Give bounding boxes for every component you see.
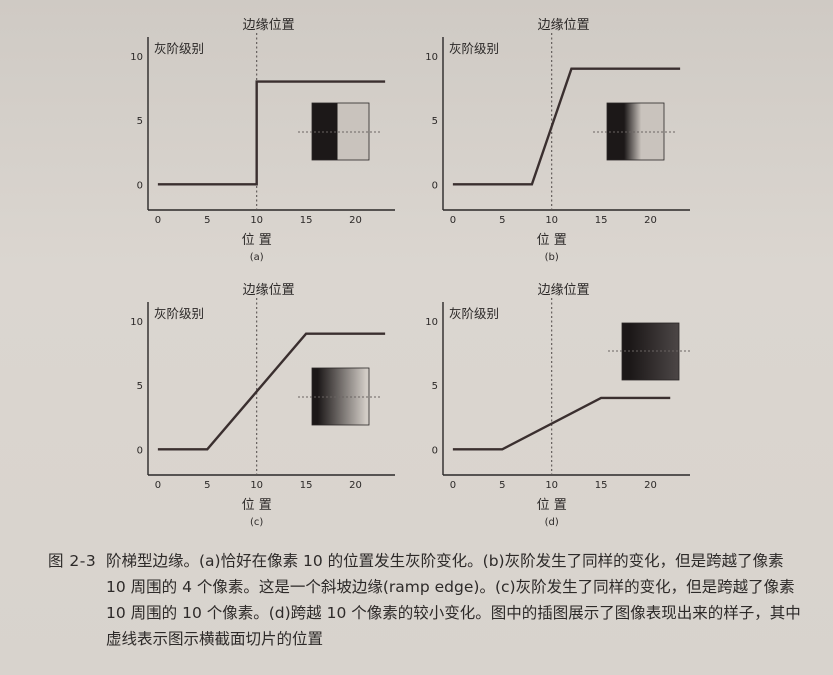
y-tick-label: 5: [137, 116, 143, 127]
cut-off-top-text: [0, 0, 833, 10]
panel-label: (b): [545, 252, 559, 263]
y-axis-label: 灰阶级别: [154, 306, 204, 321]
x-tick-label: 15: [595, 480, 608, 491]
x-axis-label: 位 置: [242, 233, 272, 248]
y-tick-label: 10: [425, 52, 438, 63]
edge-inset-image: [606, 102, 665, 161]
figure-number: 图 2-3: [48, 552, 97, 570]
x-tick-label: 0: [450, 480, 456, 491]
x-tick-label: 0: [155, 480, 161, 491]
x-axis-label: 位 置: [242, 498, 272, 513]
gray-level-profile-line: [157, 332, 386, 451]
caption-text: 阶梯型边缘。(a)恰好在像素 10 的位置发生灰阶变化。(b)灰阶发生了同样的变…: [106, 552, 801, 648]
x-tick-label: 20: [349, 480, 362, 491]
x-tick-label: 10: [545, 480, 558, 491]
y-tick-label: 0: [137, 180, 143, 191]
gray-level-profile-line: [452, 67, 681, 186]
chart-title: 边缘位置: [538, 18, 590, 33]
x-tick-label: 10: [250, 480, 263, 491]
chart-title: 边缘位置: [538, 283, 590, 298]
x-tick-label: 5: [204, 480, 210, 491]
y-tick-label: 5: [137, 381, 143, 392]
x-tick-label: 0: [450, 215, 456, 226]
edge-inset-image: [621, 322, 680, 381]
x-tick-label: 5: [499, 215, 505, 226]
y-tick-label: 10: [130, 317, 143, 328]
chart-title: 边缘位置: [243, 18, 295, 33]
chart-title: 边缘位置: [243, 283, 295, 298]
x-tick-label: 10: [545, 215, 558, 226]
y-tick-label: 0: [432, 445, 438, 456]
y-tick-label: 0: [137, 445, 143, 456]
y-tick-label: 5: [432, 381, 438, 392]
x-tick-label: 20: [349, 215, 362, 226]
x-tick-label: 20: [644, 480, 657, 491]
figure-caption: 图 2-3 阶梯型边缘。(a)恰好在像素 10 的位置发生灰阶变化。(b)灰阶发…: [48, 548, 808, 652]
y-tick-label: 0: [432, 180, 438, 191]
x-tick-label: 0: [155, 215, 161, 226]
x-tick-label: 20: [644, 215, 657, 226]
gray-level-profile-line: [157, 80, 386, 186]
x-tick-label: 5: [499, 480, 505, 491]
x-axis-label: 位 置: [537, 233, 567, 248]
x-tick-label: 15: [300, 215, 313, 226]
y-axis-label: 灰阶级别: [449, 306, 499, 321]
x-tick-label: 5: [204, 215, 210, 226]
edge-inset-image: [311, 102, 370, 161]
y-axis-label: 灰阶级别: [449, 41, 499, 56]
x-tick-label: 15: [300, 480, 313, 491]
panel-label: (c): [250, 517, 263, 528]
x-axis-label: 位 置: [537, 498, 567, 513]
panel-label: (d): [545, 517, 559, 528]
panel-label: (a): [250, 252, 264, 263]
y-tick-label: 5: [432, 116, 438, 127]
gray-level-profile-line: [452, 396, 671, 451]
edge-inset-image: [311, 367, 370, 426]
x-tick-label: 15: [595, 215, 608, 226]
x-tick-label: 10: [250, 215, 263, 226]
y-axis-label: 灰阶级别: [154, 41, 204, 56]
y-tick-label: 10: [130, 52, 143, 63]
y-tick-label: 10: [425, 317, 438, 328]
